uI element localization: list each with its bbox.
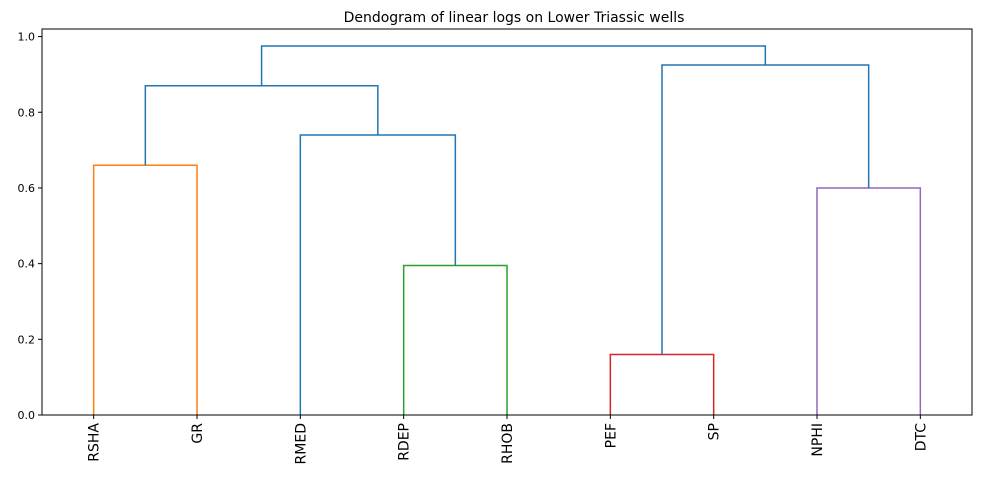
chart-title: Dendogram of linear logs on Lower Triass… (344, 10, 685, 26)
leaf-label-nphi: NPHI (810, 423, 826, 457)
leaf-label-rsha: RSHA (87, 423, 103, 462)
y-tick-label: 0.8 (18, 106, 36, 119)
y-tick-label: 0.0 (18, 409, 36, 422)
dendrogram-link (609, 353, 715, 415)
leaf-label-rdep: RDEP (397, 423, 413, 461)
leaf-label-gr: GR (190, 423, 206, 444)
leaf-label-rmed: RMED (293, 423, 309, 464)
x-axis: RSHA GR RMED RDEP RHOB PEF SP NPHI DTC (87, 415, 929, 464)
y-axis: 0.0 0.2 0.4 0.6 0.8 1.0 (18, 31, 42, 422)
dendrogram-links (92, 45, 922, 415)
y-tick-label: 1.0 (18, 31, 36, 44)
dendrogram-link (299, 134, 457, 415)
leaf-label-sp: SP (707, 423, 723, 440)
y-tick-label: 0.4 (18, 258, 36, 271)
leaf-label-dtc: DTC (913, 423, 929, 452)
dendrogram-link (92, 164, 198, 415)
y-tick-label: 0.6 (18, 182, 36, 195)
leaf-label-rhob: RHOB (500, 423, 516, 464)
leaf-label-pef: PEF (603, 423, 619, 448)
dendrogram-link (661, 64, 870, 355)
dendrogram-link (402, 264, 508, 415)
dendrogram-link (816, 187, 922, 415)
dendrogram-link (144, 85, 379, 166)
dendrogram-link (260, 45, 767, 86)
y-tick-label: 0.2 (18, 333, 36, 346)
